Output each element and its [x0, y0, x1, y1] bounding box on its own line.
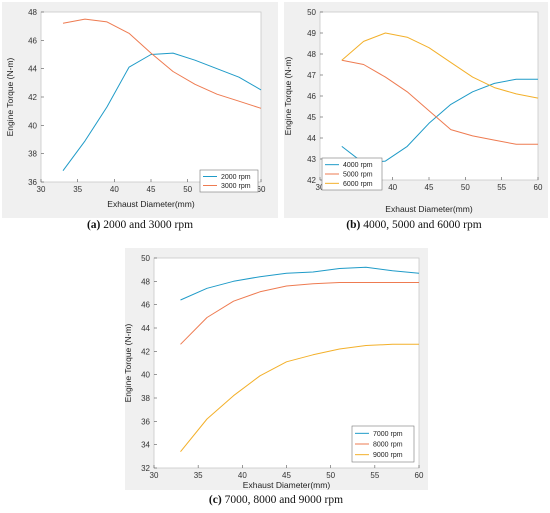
y-tick-label: 46 — [307, 92, 316, 101]
y-tick-label: 42 — [28, 93, 37, 102]
x-tick-label: 35 — [194, 471, 203, 480]
y-tick-label: 40 — [141, 371, 150, 380]
caption-b-text: 4000, 5000 and 6000 rpm — [360, 219, 481, 231]
x-tick-label: 60 — [534, 183, 543, 192]
chart-3: 30 35 40 45 50 55 6032343638404244464850Exhaus… — [123, 248, 428, 490]
y-tick-label: 48 — [307, 50, 316, 59]
x-tick-label: 60 — [415, 471, 424, 480]
x-tick-label: 45 — [147, 185, 156, 194]
x-tick-label: 40 — [238, 471, 247, 480]
series-line-5000-rpm — [341, 59, 538, 145]
plot-area — [319, 11, 539, 181]
legend: 7000 rpm 8000 rpm 9000 rpm — [351, 425, 415, 463]
caption-a: (a) 2000 and 3000 rpm — [87, 219, 193, 231]
legend-entry: 7000 rpm — [373, 431, 403, 438]
caption-b-label: (b) — [346, 219, 360, 231]
legend: 4000 rpm 5000 rpm 6000 rpm — [321, 157, 383, 191]
y-tick-label: 44 — [28, 65, 37, 74]
legend-entry: 6000 rpm — [343, 181, 373, 188]
y-tick-label: 47 — [307, 71, 316, 80]
y-tick-label: 46 — [141, 301, 150, 310]
y-tick-label: 50 — [141, 254, 150, 263]
x-tick-label: 50 — [326, 471, 335, 480]
series-line-3000-rpm — [62, 18, 262, 109]
y-tick-label: 42 — [141, 347, 150, 356]
x-axis-label: Exhaust Diameter(mm) — [385, 204, 473, 214]
legend-entry: 3000 rpm — [221, 183, 251, 190]
legend-entry: 5000 rpm — [343, 172, 373, 179]
y-tick-label: 49 — [307, 29, 316, 38]
y-tick-label: 44 — [141, 324, 150, 333]
caption-c-label: (c) — [209, 494, 222, 506]
x-tick-label: 30 — [37, 185, 46, 194]
chart-2: 30354045505560424344454647484950Exhaust … — [283, 2, 548, 218]
x-tick-label: 45 — [282, 471, 291, 480]
y-tick-label: 32 — [141, 464, 150, 473]
series-line-7000-rpm — [180, 266, 420, 301]
series-line-6000-rpm — [341, 32, 539, 99]
x-tick-label: 45 — [425, 183, 434, 192]
caption-a-text: 2000 and 3000 rpm — [100, 219, 193, 231]
caption-c-text: 7000, 8000 and 9000 rpm — [222, 494, 343, 506]
caption-b: (b) 4000, 5000 and 6000 rpm — [346, 219, 481, 231]
x-tick-label: 50 — [183, 185, 192, 194]
legend: 2000 rpm 3000 rpm — [199, 169, 259, 193]
legend-entry: 9000 rpm — [373, 452, 403, 459]
chart-1: 3035404550556036384042444648Exhaust Diam… — [2, 2, 278, 218]
x-tick-label: 60 — [257, 185, 266, 194]
x-tick-label: 55 — [370, 471, 379, 480]
y-tick-label: 48 — [141, 277, 150, 286]
caption-c: (c) 7000, 8000 and 9000 rpm — [209, 494, 343, 506]
legend-entry: 2000 rpm — [221, 174, 251, 181]
x-tick-label: 40 — [388, 183, 397, 192]
series-line-8000-rpm — [180, 282, 419, 345]
legend-box — [199, 169, 259, 193]
y-tick-label: 34 — [141, 441, 150, 450]
y-tick-label: 45 — [307, 113, 316, 122]
y-tick-label: 43 — [307, 155, 316, 164]
y-tick-label: 42 — [307, 176, 316, 185]
y-tick-label: 36 — [141, 417, 150, 426]
x-tick-label: 30 — [150, 471, 159, 480]
x-axis-label: Exhaust Diameter(mm) — [243, 480, 331, 490]
y-axis-label: Engine Torque (N-m) — [5, 57, 15, 136]
x-tick-label: 35 — [73, 185, 82, 194]
x-axis-label: Exhaust Diameter(mm) — [107, 199, 195, 209]
x-tick-label: 55 — [497, 183, 506, 192]
y-tick-label: 46 — [28, 36, 37, 45]
y-axis-label: Engine Torque (N-m) — [283, 56, 293, 135]
y-tick-label: 48 — [28, 8, 37, 17]
caption-a-label: (a) — [87, 219, 101, 231]
y-tick-label: 50 — [307, 8, 316, 17]
y-tick-label: 38 — [28, 150, 37, 159]
series-line-2000-rpm — [62, 52, 262, 171]
x-tick-label: 30 — [316, 183, 325, 192]
y-tick-label: 44 — [307, 134, 316, 143]
legend-entry: 8000 rpm — [373, 442, 403, 449]
y-tick-label: 38 — [141, 394, 150, 403]
y-tick-label: 36 — [28, 178, 37, 187]
series-line-9000-rpm — [180, 343, 419, 453]
x-tick-label: 50 — [461, 183, 470, 192]
y-axis-label: Engine Torque (N-m) — [123, 323, 133, 402]
x-tick-label: 40 — [110, 185, 119, 194]
y-tick-label: 40 — [28, 121, 37, 130]
legend-entry: 4000 rpm — [343, 162, 373, 169]
